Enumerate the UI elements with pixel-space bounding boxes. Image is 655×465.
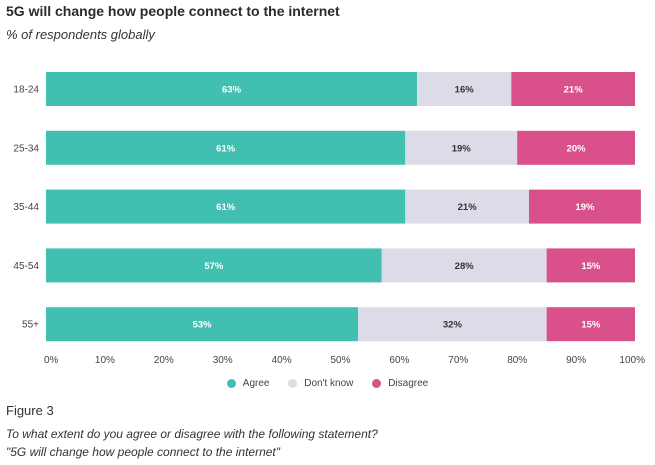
data-label-agree: 57% bbox=[204, 261, 224, 272]
stacked-bar-chart: 18-24 63% 16% 21% 25-34 61% 19% 20% 35-44 61% 21% 1… bbox=[13, 72, 645, 366]
bar-segment-dont-know bbox=[405, 189, 529, 224]
bar-segment-agree bbox=[46, 72, 418, 106]
x-tick-label: 20% bbox=[154, 355, 174, 366]
legend-swatch-dont-know bbox=[288, 379, 298, 388]
bar-segment-dont-know bbox=[358, 307, 547, 342]
data-label-agree: 63% bbox=[222, 85, 242, 96]
legend-label-dont-know: Don't know bbox=[304, 378, 354, 389]
category-label: 18-24 bbox=[13, 85, 39, 96]
bar-segment-disagree bbox=[528, 189, 641, 224]
legend-item-dont-know: Don't know bbox=[288, 378, 353, 389]
legend-label-agree: Agree bbox=[242, 378, 270, 389]
x-tick-label: 100% bbox=[619, 355, 645, 366]
data-label-disagree: 21% bbox=[564, 85, 584, 96]
x-tick-label: 90% bbox=[566, 355, 586, 366]
bar-segment-disagree bbox=[511, 72, 635, 106]
x-tick-label: 0% bbox=[44, 355, 59, 366]
caption-statement: "5G will change how people connect to th… bbox=[6, 445, 281, 459]
chart-legend: Agree Don't know Disagree bbox=[0, 378, 655, 391]
data-label-disagree: 15% bbox=[581, 261, 601, 272]
chart-subtitle: % of respondents globally bbox=[6, 27, 155, 42]
data-label-agree: 53% bbox=[193, 320, 213, 331]
category-label: 35-44 bbox=[13, 202, 39, 213]
figure-label: Figure 3 bbox=[6, 403, 54, 418]
data-label-dont-know: 19% bbox=[452, 143, 472, 154]
legend-swatch-disagree bbox=[372, 379, 382, 388]
x-tick-label: 40% bbox=[272, 355, 292, 366]
category-label: 25-34 bbox=[13, 143, 39, 154]
data-label-dont-know: 28% bbox=[455, 261, 475, 272]
caption-question: To what extent do you agree or disagree … bbox=[6, 427, 378, 441]
legend-label-disagree: Disagree bbox=[388, 378, 429, 389]
legend-item-disagree: Disagree bbox=[372, 378, 428, 389]
data-label-disagree: 15% bbox=[581, 320, 601, 331]
data-label-agree: 61% bbox=[216, 143, 236, 154]
category-label: 45-54 bbox=[13, 261, 39, 272]
bar-segment-disagree bbox=[546, 307, 635, 342]
x-tick-label: 50% bbox=[330, 355, 350, 366]
data-label-dont-know: 16% bbox=[455, 85, 475, 96]
chart-title: 5G will change how people connect to the… bbox=[6, 3, 340, 19]
data-label-disagree: 20% bbox=[567, 143, 587, 154]
data-label-disagree: 19% bbox=[575, 202, 595, 213]
bar-segment-disagree bbox=[517, 130, 635, 165]
bar-segment-agree bbox=[46, 189, 406, 224]
bar-segment-disagree bbox=[546, 248, 635, 283]
legend-swatch-agree bbox=[226, 379, 236, 388]
category-label: 55+ bbox=[22, 320, 39, 331]
legend-item-agree: Agree bbox=[226, 378, 270, 389]
bar-segment-agree bbox=[46, 307, 359, 342]
bar-segment-dont-know bbox=[405, 130, 518, 165]
bar-segment-agree bbox=[46, 130, 406, 165]
data-label-dont-know: 32% bbox=[443, 320, 463, 331]
bar-segment-dont-know bbox=[417, 72, 512, 106]
x-tick-label: 10% bbox=[95, 355, 115, 366]
data-label-dont-know: 21% bbox=[458, 202, 478, 213]
x-tick-label: 80% bbox=[507, 355, 527, 366]
bar-segment-agree bbox=[46, 248, 382, 283]
x-tick-label: 60% bbox=[389, 355, 409, 366]
x-tick-label: 30% bbox=[213, 355, 233, 366]
bar-segment-dont-know bbox=[381, 248, 547, 283]
x-tick-label: 70% bbox=[448, 355, 468, 366]
data-label-agree: 61% bbox=[216, 202, 236, 213]
